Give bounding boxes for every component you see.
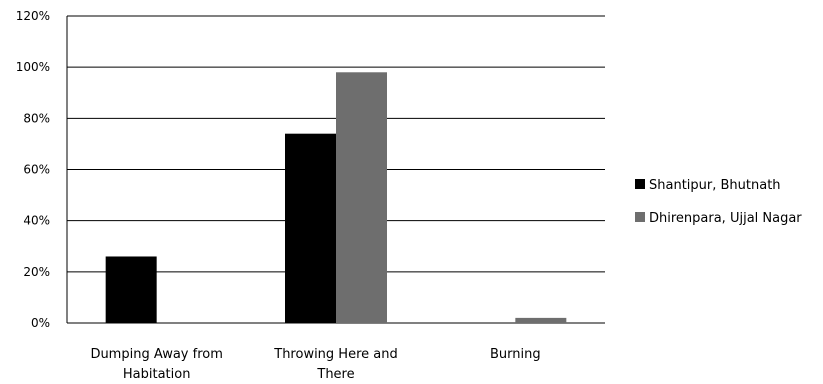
x-category-label: Habitation (123, 367, 191, 382)
bar (336, 72, 387, 324)
x-category-label: There (316, 367, 354, 382)
y-tick-label: 0% (31, 316, 50, 330)
x-category-label: Burning (490, 347, 541, 362)
legend-swatch (635, 212, 645, 222)
legend: Shantipur, Bhutnath Dhirenpara, Ujjal Nag… (635, 178, 802, 226)
bar (285, 133, 336, 323)
x-category-label: Throwing Here and (273, 347, 397, 362)
legend-label: Dhirenpara, Ujjal Nagar (649, 211, 802, 226)
y-tick-label: 120% (16, 9, 50, 23)
y-axis-ticks: 0% 20% 40% 60% 80% 100% 120% (16, 9, 50, 330)
bar (105, 256, 157, 323)
y-tick-label: 60% (23, 163, 50, 177)
y-tick-label: 40% (23, 214, 50, 228)
x-category-label: Dumping Away from (90, 347, 222, 362)
bar (515, 317, 567, 323)
y-tick-label: 80% (23, 111, 50, 125)
y-tick-label: 100% (16, 60, 50, 74)
y-tick-label: 20% (23, 265, 50, 279)
bars (105, 72, 567, 324)
legend-swatch (635, 179, 645, 189)
x-axis-categories: Dumping Away from Habitation Throwing Here… (90, 347, 540, 382)
legend-label: Shantipur, Bhutnath (649, 178, 781, 193)
